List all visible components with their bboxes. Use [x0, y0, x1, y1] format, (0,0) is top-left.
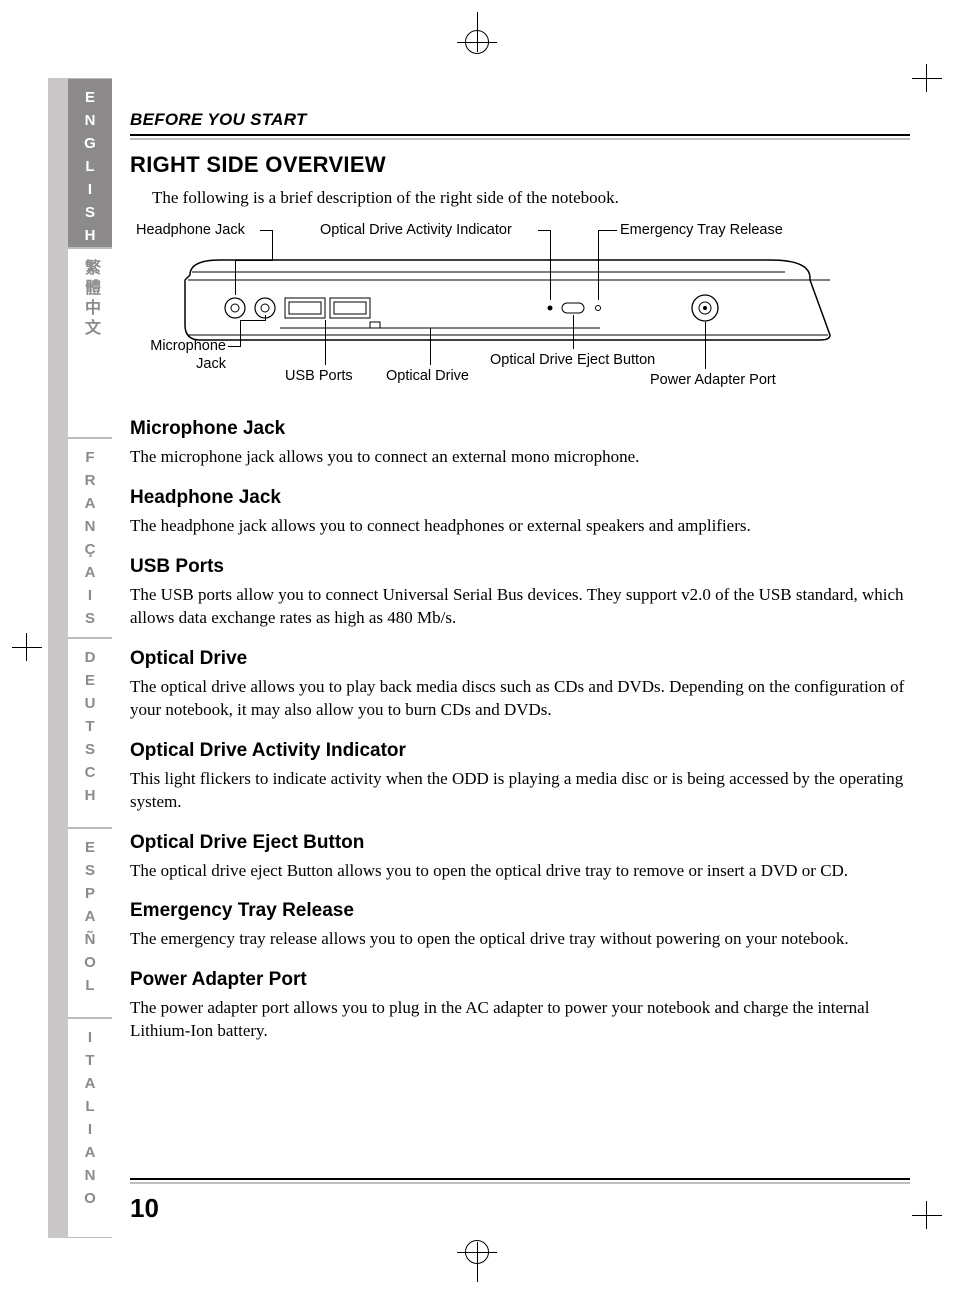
callout-microphone-l2: Jack: [136, 356, 226, 372]
section-body: The optical drive eject Button allows yo…: [130, 860, 910, 883]
page-content: BEFORE YOU START RIGHT SIDE OVERVIEW The…: [130, 110, 910, 1047]
section-heading: USB Ports: [130, 556, 910, 578]
crop-mark-top: [457, 22, 497, 62]
language-tab-label: 繁體中文: [78, 259, 102, 339]
callout-microphone-l1: Microphone: [136, 338, 226, 354]
section-heading: Microphone Jack: [130, 418, 910, 440]
language-tab-español[interactable]: ESPAÑOL: [68, 828, 112, 1018]
language-tab-deutsch[interactable]: DEUTSCH: [68, 638, 112, 828]
section-heading: Emergency Tray Release: [130, 900, 910, 922]
callout-activity-indicator: Optical Drive Activity Indicator: [320, 222, 512, 238]
section-body: The power adapter port allows you to plu…: [130, 997, 910, 1043]
crop-mark-bottom: [457, 1232, 497, 1272]
section-body: The headphone jack allows you to connect…: [130, 515, 910, 538]
section-body: This light flickers to indicate activity…: [130, 768, 910, 814]
section-heading: Headphone Jack: [130, 487, 910, 509]
language-tab-label: ITALIANO: [82, 1029, 99, 1213]
chapter-heading: BEFORE YOU START: [130, 110, 910, 136]
language-tab-english[interactable]: ENGLISH: [68, 78, 112, 248]
section-body: The optical drive allows you to play bac…: [130, 676, 910, 722]
callout-optical-drive: Optical Drive: [386, 368, 469, 384]
section-body: The emergency tray release allows you to…: [130, 928, 910, 951]
section-heading: Power Adapter Port: [130, 969, 910, 991]
left-margin-bar: [48, 78, 68, 1238]
section-body: The microphone jack allows you to connec…: [130, 446, 910, 469]
crop-mark-right-bottom: [912, 1215, 942, 1216]
callout-power-port: Power Adapter Port: [650, 372, 776, 388]
section-heading: Optical Drive Eject Button: [130, 832, 910, 854]
language-tab-italiano[interactable]: ITALIANO: [68, 1018, 112, 1238]
callout-emergency-release: Emergency Tray Release: [620, 222, 783, 238]
crop-mark-right-top: [912, 78, 942, 79]
callout-usb: USB Ports: [285, 368, 353, 384]
section-heading: Optical Drive Activity Indicator: [130, 740, 910, 762]
section-body: The USB ports allow you to connect Unive…: [130, 584, 910, 630]
chapter-rule: [130, 138, 910, 140]
sections-list: Microphone Jack The microphone jack allow…: [130, 418, 910, 1043]
right-side-diagram: Headphone Jack Optical Drive Activity In…: [130, 220, 910, 400]
footer-rule: [130, 1178, 910, 1184]
language-tab-français[interactable]: FRANÇAIS: [68, 438, 112, 638]
page-title: RIGHT SIDE OVERVIEW: [130, 152, 910, 178]
notebook-side-svg: [130, 220, 910, 400]
language-tab-label: DEUTSCH: [82, 649, 99, 810]
language-tab-label: FRANÇAIS: [82, 449, 99, 633]
language-tabs: ENGLISH 繁體中文 FRANÇAIS DEUTSCH ESPAÑOL ITALIAN…: [68, 78, 112, 1238]
crop-mark-left: [12, 647, 42, 648]
intro-text: The following is a brief description of …: [152, 188, 910, 208]
language-tab-label: ESPAÑOL: [82, 839, 99, 1000]
language-tab-label: ENGLISH: [82, 89, 99, 250]
callout-headphone: Headphone Jack: [136, 222, 245, 238]
callout-eject: Optical Drive Eject Button: [490, 352, 655, 368]
language-tab-繁體中文[interactable]: 繁體中文: [68, 248, 112, 438]
page-number: 10: [130, 1193, 159, 1224]
section-heading: Optical Drive: [130, 648, 910, 670]
